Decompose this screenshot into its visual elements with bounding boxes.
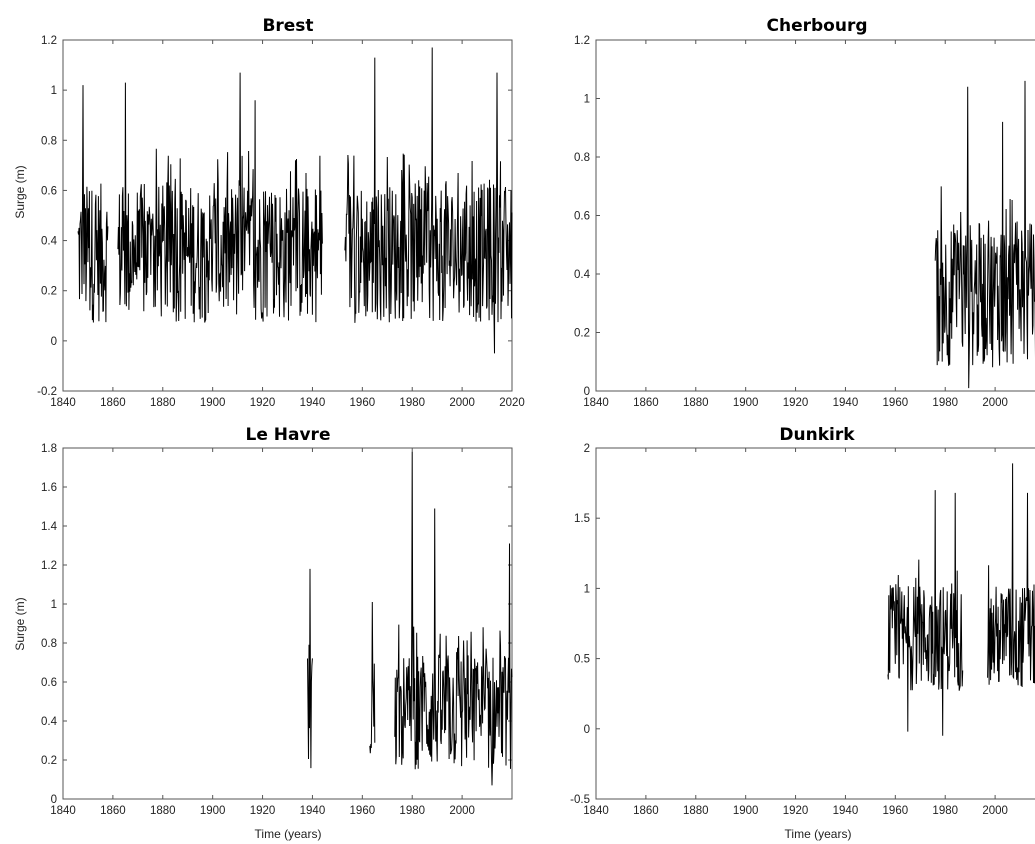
y-tick-label: 0.4 (41, 716, 58, 728)
x-tick-label: 2000 (982, 805, 1008, 817)
y-tick-label: 1.6 (41, 482, 57, 494)
x-tick-label: 1960 (350, 805, 376, 817)
x-tick-label: 1880 (150, 805, 176, 817)
x-tick-label: 1920 (250, 397, 276, 409)
x-tick-label: 1960 (350, 397, 376, 409)
y-tick-label: 0.4 (574, 269, 591, 281)
panel-title: Brest (262, 16, 313, 36)
x-tick-label: 1900 (733, 805, 759, 817)
y-axis-label: Surge (m) (13, 597, 27, 650)
x-tick-label: 1860 (633, 397, 659, 409)
panel-brest: Brest Surge (m) 1840 1860 1880 1900 1920 1940… (13, 16, 525, 409)
x-tick-label: 1860 (100, 397, 126, 409)
y-tick-label: 0.8 (41, 638, 57, 650)
series-line (887, 463, 1035, 736)
x-tick-label: 1900 (733, 397, 759, 409)
y-tick-label: 0.2 (574, 328, 590, 340)
y-tick-label: 2 (584, 443, 590, 455)
y-tick-label: 0.8 (41, 135, 57, 147)
x-tick-label: 1940 (833, 805, 859, 817)
x-tick-label: 1880 (683, 397, 709, 409)
x-tick-label: 1980 (399, 805, 425, 817)
y-tick-label: 1.5 (574, 513, 590, 525)
panel-cherbourg: Cherbourg 1840 1860 1880 1900 1920 1940 1960 19… (574, 16, 1035, 409)
tick-group: 1840 1860 1880 1900 1920 1940 1960 1980 2000 2020… (37, 35, 525, 409)
x-tick-label: 1840 (583, 397, 609, 409)
y-tick-label: 0 (51, 794, 57, 806)
y-tick-label: 0.2 (41, 286, 57, 298)
panel-title: Le Havre (246, 425, 331, 445)
x-tick-label: 1940 (300, 397, 326, 409)
series-line (77, 47, 513, 354)
x-tick-label: 1840 (50, 397, 76, 409)
x-tick-label: 1880 (683, 805, 709, 817)
y-tick-label: 1 (51, 599, 57, 611)
y-tick-label: 1.2 (41, 35, 57, 47)
y-tick-label: 0.6 (41, 677, 57, 689)
x-tick-label: 1980 (932, 397, 958, 409)
plot-frame (595, 447, 1035, 800)
y-tick-label: -0.5 (570, 794, 590, 806)
x-tick-label: 1960 (883, 805, 909, 817)
y-axis-label: Surge (m) (13, 165, 27, 218)
x-tick-label: 1840 (583, 805, 609, 817)
panel-dunkirk: Dunkirk Time (years) 1840 1860 1880 1900 192… (570, 425, 1035, 841)
panel-title: Dunkirk (779, 425, 855, 445)
plot-frame (62, 447, 513, 800)
x-tick-label: 1900 (200, 805, 226, 817)
y-tick-label: 0.8 (574, 152, 590, 164)
series-line (934, 80, 1035, 389)
x-tick-label: 1900 (200, 397, 226, 409)
y-tick-label: 1 (584, 583, 590, 595)
y-tick-label: 1.8 (41, 443, 57, 455)
x-tick-label: 1860 (100, 805, 126, 817)
x-tick-label: 1940 (300, 805, 326, 817)
x-tick-label: 1920 (783, 805, 809, 817)
x-axis-label: Time (years) (255, 827, 322, 841)
x-tick-label: 1920 (250, 805, 276, 817)
y-tick-label: 0 (584, 724, 590, 736)
x-axis-label: Time (years) (785, 827, 852, 841)
x-tick-label: 2000 (449, 805, 475, 817)
x-tick-label: 2020 (499, 397, 525, 409)
y-tick-label: 1 (584, 94, 590, 106)
y-tick-label: 0.6 (41, 185, 57, 197)
y-tick-label: 0.6 (574, 211, 590, 223)
tick-group: 1840 1860 1880 1900 1920 1940 1960 1980 2000 0 0.2… (574, 35, 1008, 409)
y-tick-label: 1.2 (574, 35, 590, 47)
x-tick-label: 1840 (50, 805, 76, 817)
x-tick-label: 1940 (833, 397, 859, 409)
tick-group: 1840 1860 1880 1900 1920 1940 1960 1980 2000 0 0.2… (41, 443, 512, 817)
y-tick-label: 1.2 (41, 560, 57, 572)
x-tick-label: 1880 (150, 397, 176, 409)
y-tick-label: 1.4 (41, 521, 58, 533)
x-tick-label: 1980 (399, 397, 425, 409)
panel-title: Cherbourg (767, 16, 868, 36)
y-tick-label: 1 (51, 85, 57, 97)
x-tick-label: 1860 (633, 805, 659, 817)
y-tick-label: 0.2 (41, 755, 57, 767)
y-tick-label: 0.5 (574, 654, 590, 666)
y-tick-label: 0 (51, 336, 57, 348)
x-tick-label: 1980 (932, 805, 958, 817)
series-line (307, 451, 513, 786)
x-tick-label: 1920 (783, 397, 809, 409)
y-tick-label: 0 (584, 386, 590, 398)
x-tick-label: 1960 (883, 397, 909, 409)
y-tick-label: 0.4 (41, 236, 58, 248)
x-tick-label: 2000 (982, 397, 1008, 409)
x-tick-label: 2000 (449, 397, 475, 409)
tick-group: 1840 1860 1880 1900 1920 1940 1960 1980 2000 -0.5… (570, 443, 1008, 817)
y-tick-label: -0.2 (37, 386, 57, 398)
panel-le-havre: Le Havre Surge (m) Time (years) 1840 1860… (13, 425, 513, 841)
